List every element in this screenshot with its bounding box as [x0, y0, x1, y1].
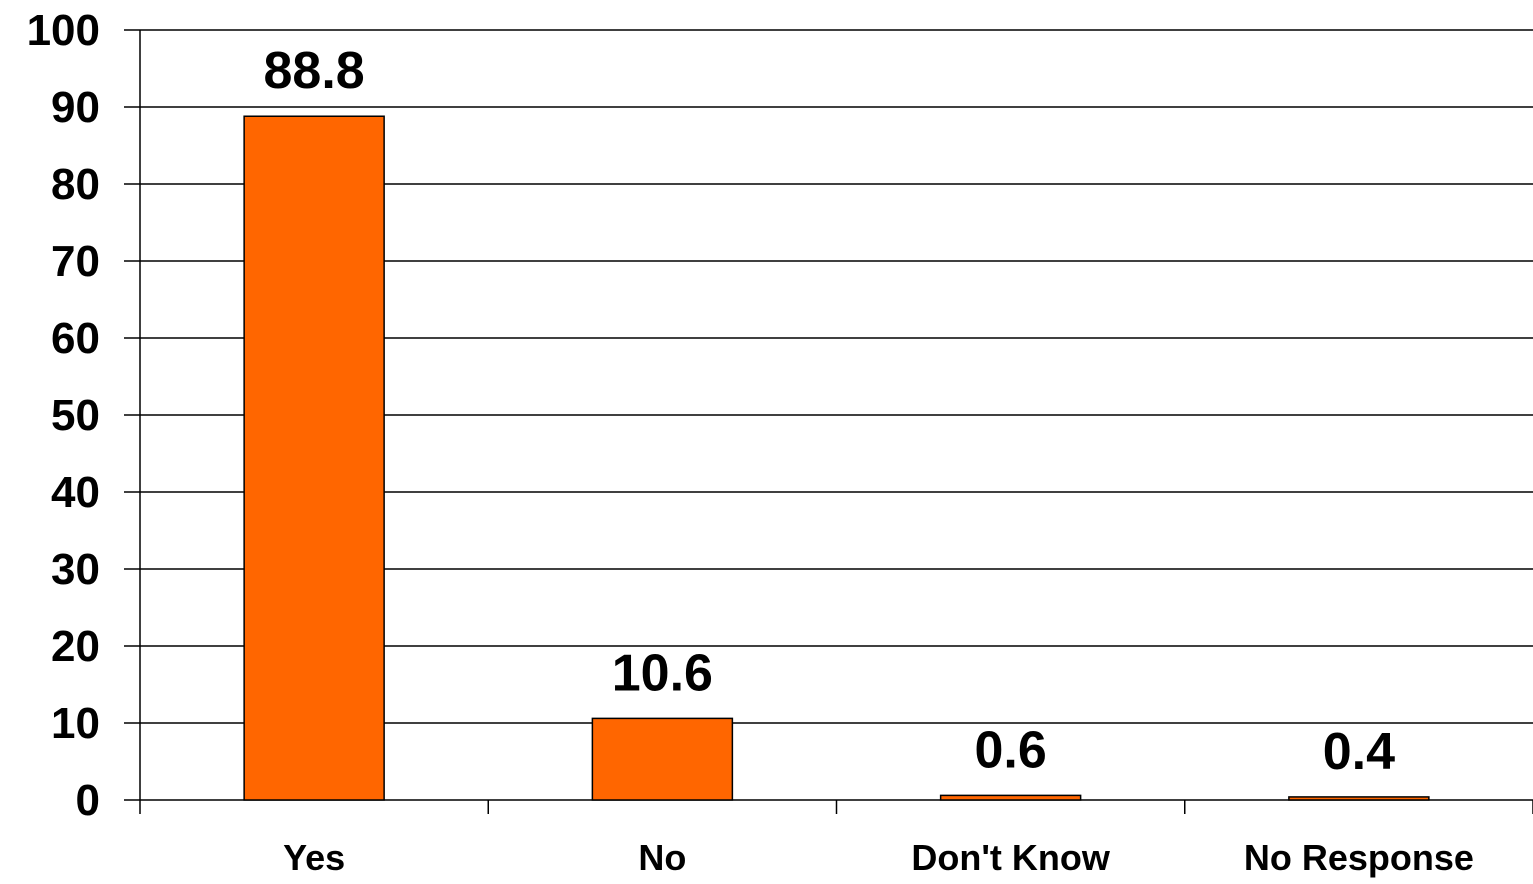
y-tick-label: 80	[51, 160, 100, 209]
data-labels: 88.8 10.6 0.6 0.4	[264, 42, 1396, 781]
x-tick-label: Yes	[283, 837, 345, 878]
x-tick-label: No	[638, 837, 686, 878]
y-tick-label: 90	[51, 83, 100, 132]
bar	[591, 717, 734, 801]
y-tick-label: 0	[76, 776, 100, 825]
bar	[939, 794, 1082, 801]
y-tick-label: 10	[51, 699, 100, 748]
x-tick-label: Don't Know	[911, 837, 1111, 878]
bars	[243, 115, 1430, 801]
y-tick-label: 70	[51, 237, 100, 286]
y-tick-label: 20	[51, 622, 100, 671]
data-label: 0.4	[1323, 723, 1395, 781]
data-label: 10.6	[612, 644, 713, 702]
data-label: 88.8	[264, 42, 365, 100]
y-tick-label: 30	[51, 545, 100, 594]
y-tick-label: 40	[51, 468, 100, 517]
y-tick-labels: 0 10 20 30 40 50 60 70 80 90 100	[27, 6, 100, 825]
bar	[243, 115, 385, 801]
bar	[1288, 796, 1430, 801]
y-tick-label: 50	[51, 391, 100, 440]
data-label: 0.6	[974, 721, 1046, 779]
x-tick-labels: Yes No Don't Know No Response	[283, 837, 1474, 878]
x-tick-label: No Response	[1244, 837, 1474, 878]
y-tick-label: 60	[51, 314, 100, 363]
y-tick-label: 100	[27, 6, 100, 55]
